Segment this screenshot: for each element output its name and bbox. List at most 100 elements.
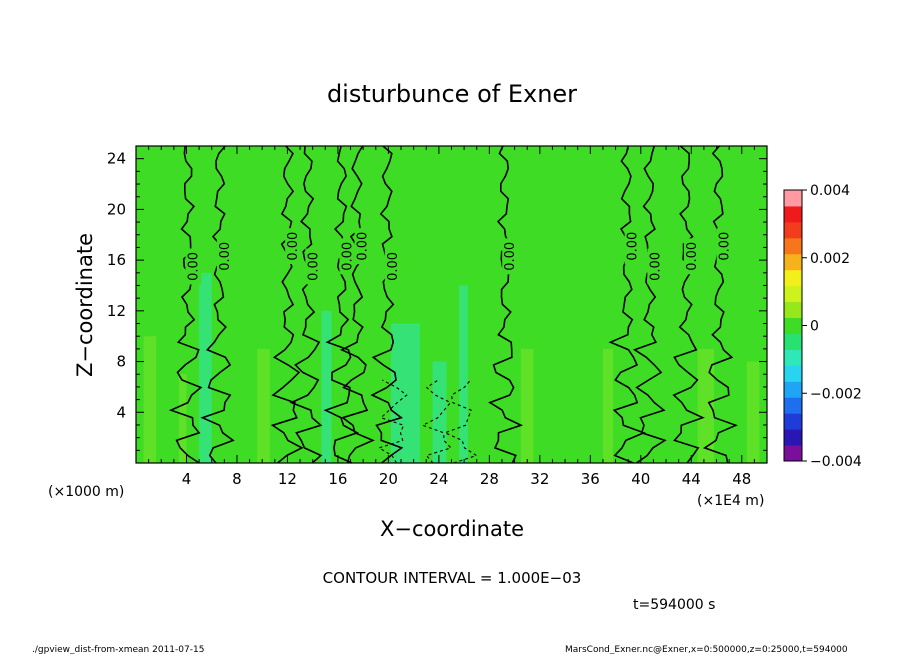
contour-label: 0.00 [356, 232, 371, 261]
field-shading [143, 272, 760, 463]
colorbar-tick-label: 0.004 [810, 183, 850, 199]
contour-label: 0.00 [306, 252, 321, 281]
shade-band [746, 361, 760, 463]
colorbar-swatch [784, 301, 802, 319]
x-tick-label: 32 [530, 470, 549, 488]
colorbar-swatch [784, 413, 802, 430]
shade-band [199, 272, 212, 463]
dashed-contour-line [421, 379, 452, 464]
colorbar-swatch [784, 205, 802, 223]
contour-label: 0.00 [503, 242, 518, 271]
contour-label: 0.00 [186, 252, 201, 281]
contour-label-bg [305, 248, 322, 285]
y-tick-label: 8 [116, 353, 126, 371]
contour-label: 0.00 [648, 252, 663, 281]
contour-label-bg [683, 238, 700, 275]
contour-label: 0.00 [685, 242, 700, 271]
colorbar-tick-label: −0.004 [810, 454, 862, 470]
colorbar: 0.004 0.002 0 −0.002 −0.004 [783, 183, 862, 470]
x-tick-label: 40 [631, 470, 650, 488]
contour-line [270, 145, 304, 464]
shade-band [432, 361, 447, 463]
x-tick-label: 8 [232, 470, 242, 488]
contour-line [168, 145, 203, 464]
y-tick-label: 16 [107, 251, 126, 269]
shade-band [321, 310, 332, 463]
time-text: t=594000 s [633, 597, 715, 613]
chart-title: disturbunce of Exner [327, 80, 577, 108]
x-tick-label: 16 [328, 470, 347, 488]
contour-line [608, 145, 646, 464]
x-tick-label: 4 [182, 470, 192, 488]
contour-label: 0.00 [386, 252, 401, 281]
contour-label-bg [502, 238, 519, 275]
contour-line [632, 145, 667, 464]
shade-band [697, 348, 714, 463]
y-axis: 4 8 12 16 20 24 [107, 145, 767, 464]
contour-label: 0.00 [626, 232, 641, 261]
x-tick-label: 28 [480, 470, 499, 488]
colorbar-swatch [784, 333, 802, 350]
x-tick-label: 20 [379, 470, 398, 488]
colorbar-swatch [784, 269, 802, 287]
shade-band [257, 348, 270, 463]
plot-background [136, 146, 767, 463]
colorbar-swatch [784, 429, 802, 446]
shade-band [178, 374, 187, 463]
colorbar-swatch [784, 445, 802, 462]
contour-label-bg [354, 228, 371, 265]
contour-label-bg [384, 248, 401, 285]
colorbar-swatch [784, 397, 802, 414]
shade-band [143, 336, 157, 463]
x-axis-unit-left: (×1000 m) [48, 484, 124, 500]
contour-label: 0.00 [218, 242, 233, 271]
contour-label-bg [624, 228, 641, 265]
shade-band [520, 348, 534, 463]
x-tick-label: 12 [278, 470, 297, 488]
contour-line [289, 145, 323, 464]
x-tick-label: 44 [682, 470, 701, 488]
colorbar-swatch [784, 381, 802, 398]
x-tick-label: 48 [732, 470, 751, 488]
colorbar-tick-label: −0.002 [810, 386, 862, 402]
contour-label: 0.00 [718, 232, 733, 261]
colorbar-tick-label: 0 [810, 319, 819, 335]
colorbar-swatch [784, 237, 802, 255]
x-tick-label: 36 [581, 470, 600, 488]
contour-line [702, 145, 738, 464]
contour-line [672, 145, 705, 464]
colorbar-swatch [784, 221, 802, 239]
footer-left: ./gpview_dist-from-xmean 2011-07-15 [32, 645, 204, 654]
y-tick-label: 12 [107, 302, 126, 320]
contour-label-bg [285, 228, 302, 265]
contour-line [323, 145, 360, 464]
contour-label-bg [216, 238, 233, 275]
shade-band [459, 285, 468, 463]
contour-line [200, 145, 235, 464]
shade-band [602, 348, 614, 463]
contour-label: 0.00 [340, 242, 355, 271]
x-axis-unit-right: (×1E4 m) [697, 493, 764, 509]
footer-right: MarsCond_Exner.nc@Exner,x=0:500000,z=0:2… [565, 645, 848, 654]
colorbar-swatch [784, 317, 802, 334]
y-tick-label: 4 [116, 403, 126, 421]
colorbar-swatch [784, 365, 802, 382]
contour-line [370, 145, 404, 464]
colorbar-swatch [784, 285, 802, 303]
contour-line [339, 145, 375, 464]
colorbar-swatch [784, 190, 802, 207]
colorbar-tick-label: 0.002 [810, 251, 850, 267]
plot-area: 0.00 0.00 0.000.00 0.00 0.000.00 0.00 0.000.00… [135, 145, 768, 464]
contour-label-bg [716, 228, 733, 265]
contour-interval-text: CONTOUR INTERVAL = 1.000E−03 [323, 569, 582, 587]
dashed-contour-line [443, 379, 478, 464]
shade-band [390, 323, 420, 463]
contour-label-bg [185, 248, 202, 285]
x-tick-label: 24 [429, 470, 448, 488]
contour-label-bg [339, 238, 356, 275]
y-axis-label: Z−coordinate [73, 233, 97, 377]
x-axis: 4 8 12 16 20 24 28 32 36 40 44 48 [135, 146, 768, 488]
colorbar-swatch [784, 349, 802, 366]
y-tick-label: 20 [107, 200, 126, 218]
